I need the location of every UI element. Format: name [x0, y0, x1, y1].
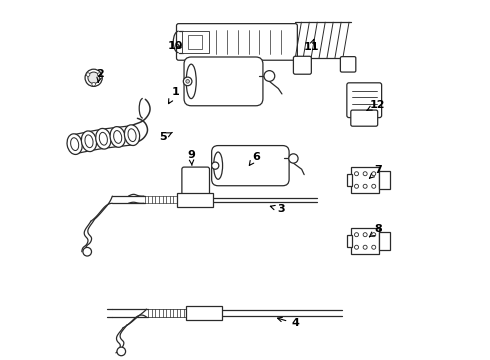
Circle shape: [264, 71, 275, 81]
Circle shape: [363, 245, 367, 249]
Circle shape: [186, 80, 190, 83]
Ellipse shape: [85, 69, 102, 86]
Bar: [182, 31, 209, 53]
Circle shape: [355, 172, 359, 176]
Circle shape: [117, 347, 125, 356]
Bar: [379, 232, 390, 250]
Text: 7: 7: [369, 165, 382, 178]
Ellipse shape: [85, 135, 93, 148]
Circle shape: [83, 247, 92, 256]
Circle shape: [289, 154, 298, 163]
Text: 1: 1: [169, 87, 179, 104]
Text: 9: 9: [187, 150, 195, 166]
FancyBboxPatch shape: [341, 57, 356, 72]
Circle shape: [98, 73, 101, 76]
Text: 5: 5: [159, 132, 172, 142]
Ellipse shape: [128, 129, 136, 141]
Circle shape: [363, 233, 367, 237]
Ellipse shape: [99, 132, 107, 145]
Circle shape: [355, 233, 359, 237]
Circle shape: [372, 233, 376, 237]
Text: 6: 6: [249, 152, 260, 165]
Ellipse shape: [124, 125, 140, 145]
Circle shape: [86, 73, 90, 76]
Text: 8: 8: [369, 225, 382, 237]
Bar: [347, 235, 352, 247]
Circle shape: [355, 184, 359, 188]
Ellipse shape: [88, 72, 99, 84]
FancyBboxPatch shape: [347, 83, 382, 118]
Bar: [351, 228, 379, 253]
Bar: [351, 167, 379, 193]
Bar: [379, 171, 390, 189]
Text: 4: 4: [277, 317, 299, 328]
Circle shape: [372, 245, 376, 249]
Text: 2: 2: [96, 69, 104, 82]
Text: 10: 10: [168, 41, 183, 50]
Circle shape: [212, 162, 219, 169]
Ellipse shape: [81, 131, 97, 152]
Circle shape: [92, 82, 96, 86]
Text: 11: 11: [304, 39, 319, 52]
Ellipse shape: [96, 129, 111, 149]
FancyBboxPatch shape: [351, 110, 378, 126]
Ellipse shape: [110, 127, 125, 147]
Circle shape: [363, 184, 367, 188]
FancyBboxPatch shape: [294, 56, 311, 74]
Ellipse shape: [71, 138, 79, 150]
Ellipse shape: [67, 134, 82, 154]
Bar: [177, 193, 213, 207]
Circle shape: [355, 245, 359, 249]
FancyBboxPatch shape: [182, 167, 210, 202]
Text: 12: 12: [367, 100, 386, 111]
FancyBboxPatch shape: [184, 57, 263, 106]
Ellipse shape: [114, 131, 122, 143]
Ellipse shape: [214, 152, 222, 179]
Circle shape: [363, 172, 367, 176]
Circle shape: [372, 184, 376, 188]
FancyBboxPatch shape: [212, 145, 289, 186]
Bar: [186, 306, 221, 320]
Text: 3: 3: [270, 204, 285, 215]
Circle shape: [372, 172, 376, 176]
FancyBboxPatch shape: [176, 24, 297, 60]
Bar: [188, 35, 202, 49]
Bar: [347, 174, 352, 186]
Ellipse shape: [186, 64, 196, 99]
Circle shape: [183, 77, 192, 86]
